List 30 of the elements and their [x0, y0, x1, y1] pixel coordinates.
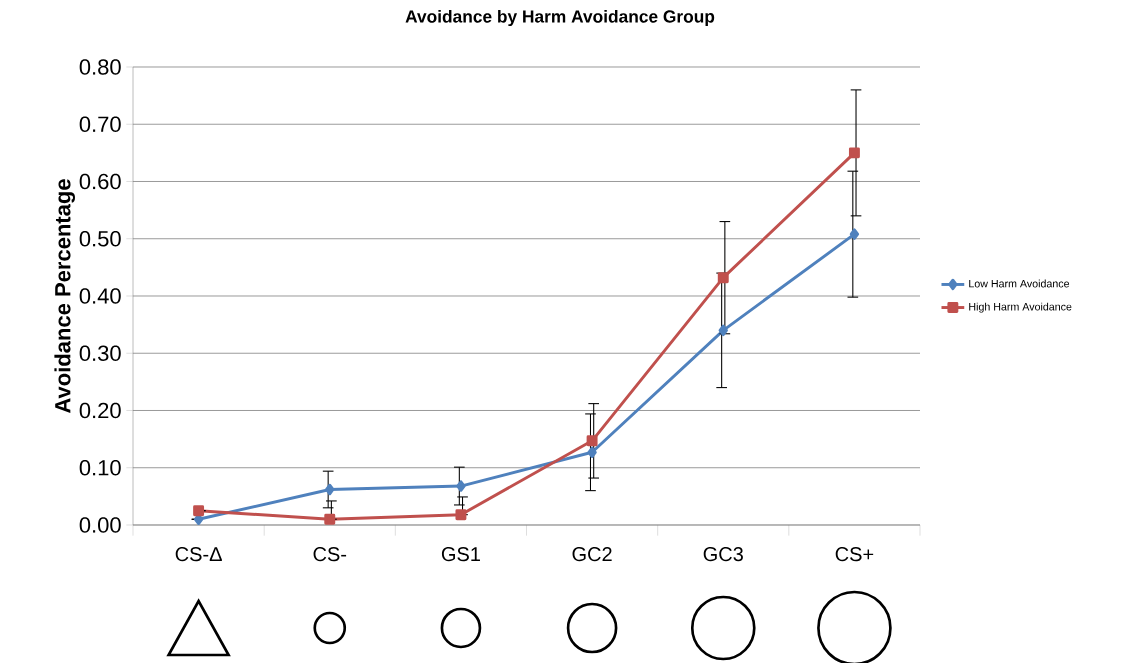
x-tick-label: CS-Δ	[175, 547, 222, 562]
y-tick-label: 0.70	[79, 116, 121, 133]
y-tick-label: 0.50	[79, 230, 121, 247]
point	[587, 446, 597, 459]
y-tick-label: 0.20	[79, 402, 121, 419]
point	[718, 324, 728, 337]
y-tick-label: 0.10	[79, 459, 121, 476]
y-axis-title: Avoidance Percentage	[54, 179, 75, 414]
point	[849, 228, 860, 240]
legend-label: Low Harm Avoidance	[969, 279, 1070, 288]
x-tick-label: GC3	[703, 547, 743, 562]
point	[586, 435, 598, 447]
x-tick-label: CS+	[835, 547, 874, 562]
point	[456, 480, 466, 492]
point	[193, 505, 205, 517]
point	[324, 513, 336, 525]
x-tick-label: GS1	[441, 547, 480, 562]
y-tick-label: 0.00	[79, 517, 121, 533]
point	[717, 272, 729, 284]
y-tick-label: 0.80	[79, 59, 121, 75]
x-tick-label: CS-	[313, 547, 347, 562]
point	[325, 483, 335, 496]
y-tick-label: 0.40	[79, 288, 121, 304]
chart-title: Avoidance by Harm Avoidance Group	[405, 9, 715, 27]
y-tick-label: 0.30	[79, 345, 121, 362]
point	[455, 509, 467, 521]
y-tick-label: 0.60	[79, 173, 121, 190]
legend-label: High Harm Avoidance	[969, 302, 1072, 313]
x-tick-label: GC2	[572, 547, 612, 562]
point	[848, 147, 860, 159]
